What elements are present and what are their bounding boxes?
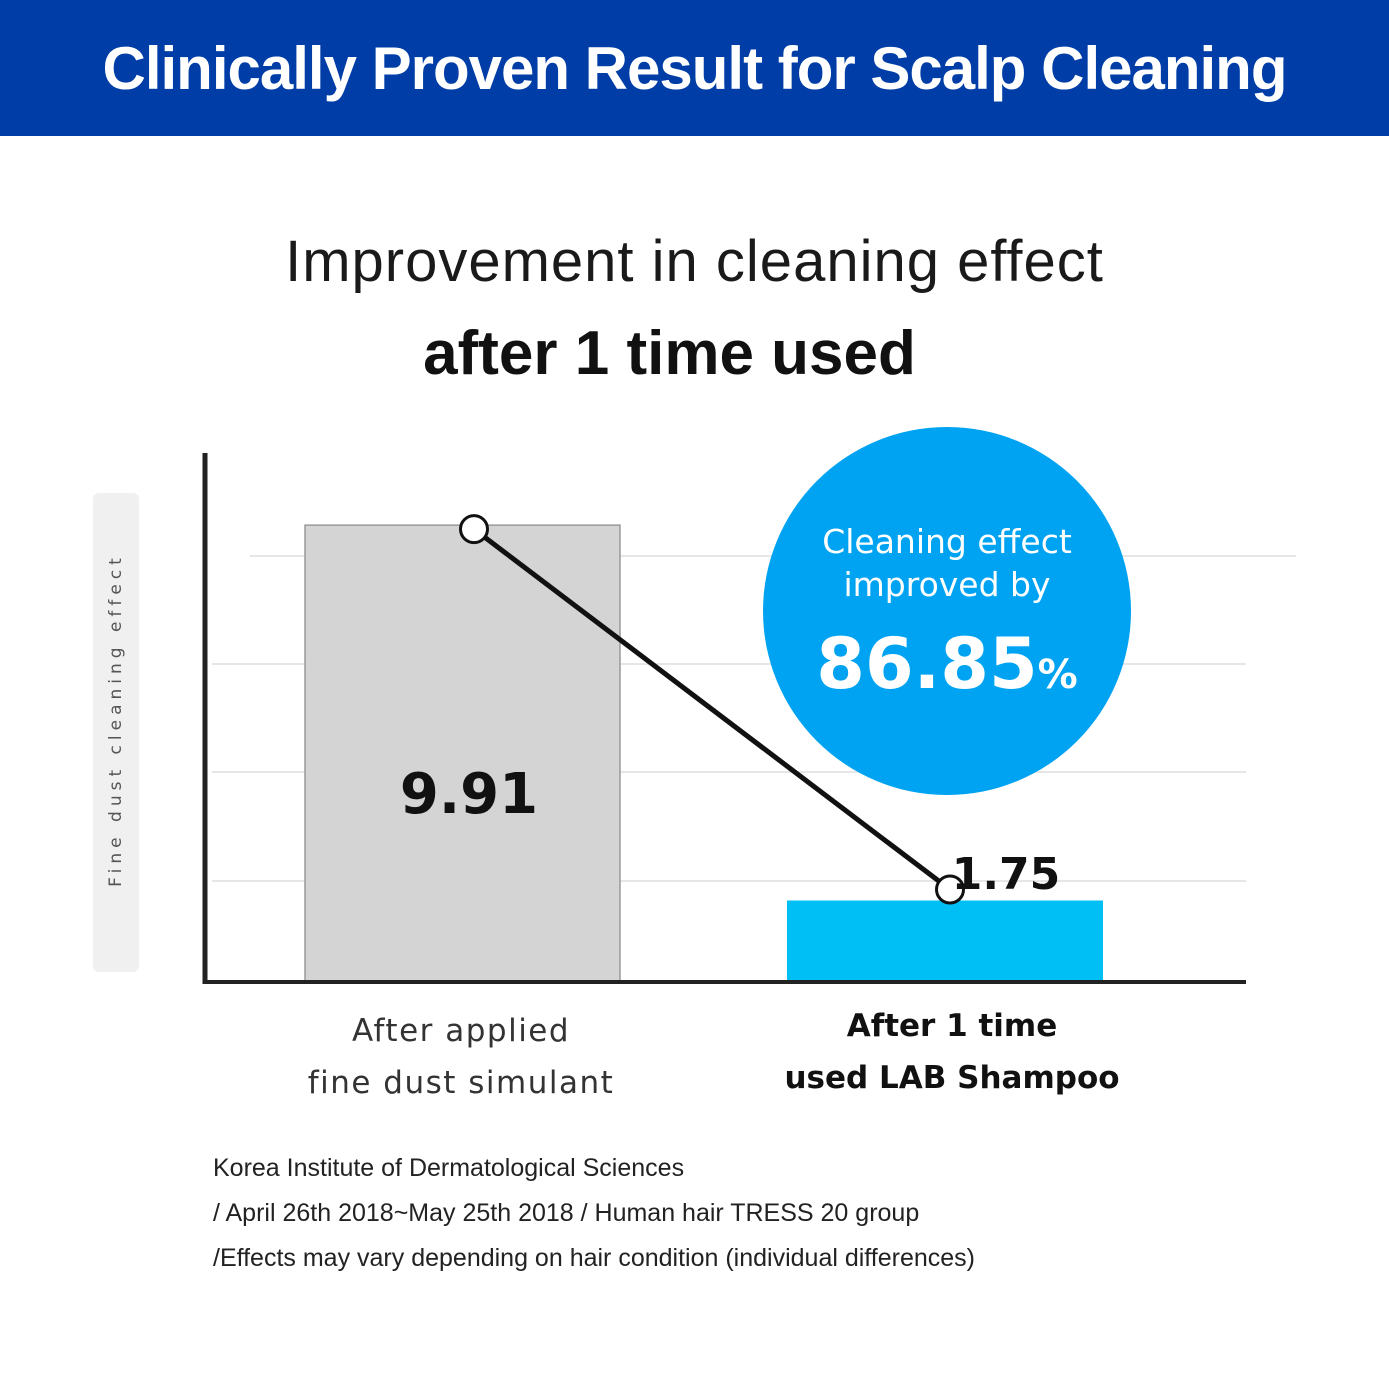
note-disclaimer: /Effects may vary depending on hair cond… bbox=[213, 1244, 976, 1272]
point-after bbox=[935, 874, 965, 905]
category-label-before-line2: fine dust simulant bbox=[307, 1065, 615, 1101]
bar-after bbox=[787, 900, 1103, 981]
banner-title: Clinically Proven Result for Scalp Clean… bbox=[102, 34, 1288, 102]
callout-line2: improved by bbox=[843, 565, 1051, 604]
value-label-before: 9.91 bbox=[400, 762, 538, 827]
category-label-before: After applied fine dust simulant bbox=[251, 1005, 671, 1109]
header-banner: Clinically Proven Result for Scalp Clean… bbox=[0, 0, 1389, 136]
study-notes: Korea Institute of Dermatological Scienc… bbox=[213, 1146, 975, 1281]
note-period: / April 26th 2018~May 25th 2018 / Human … bbox=[213, 1199, 920, 1227]
point-before bbox=[459, 514, 489, 545]
category-label-after: After 1 time used LAB Shampoo bbox=[742, 1000, 1162, 1104]
category-label-after-line1: After 1 time bbox=[846, 1008, 1058, 1044]
category-label-after-line2: used LAB Shampoo bbox=[784, 1060, 1120, 1096]
category-label-before-line1: After applied bbox=[351, 1013, 571, 1049]
improvement-callout: Cleaning effect improved by 86.85% bbox=[763, 427, 1131, 795]
callout-line1: Cleaning effect bbox=[822, 522, 1072, 561]
y-axis-label-background bbox=[93, 493, 139, 972]
chart-heading-line1: Improvement in cleaning effect bbox=[285, 229, 1104, 294]
note-source: Korea Institute of Dermatological Scienc… bbox=[213, 1154, 685, 1182]
callout-number: 86.85 bbox=[816, 623, 1038, 705]
callout-value: 86.85% bbox=[763, 623, 1131, 705]
bar-before bbox=[304, 524, 621, 982]
chart-heading-line2: after 1 time used bbox=[423, 319, 916, 388]
trend-line bbox=[472, 527, 952, 892]
value-label-after: 1.75 bbox=[952, 849, 1061, 900]
callout-unit: % bbox=[1037, 652, 1078, 698]
